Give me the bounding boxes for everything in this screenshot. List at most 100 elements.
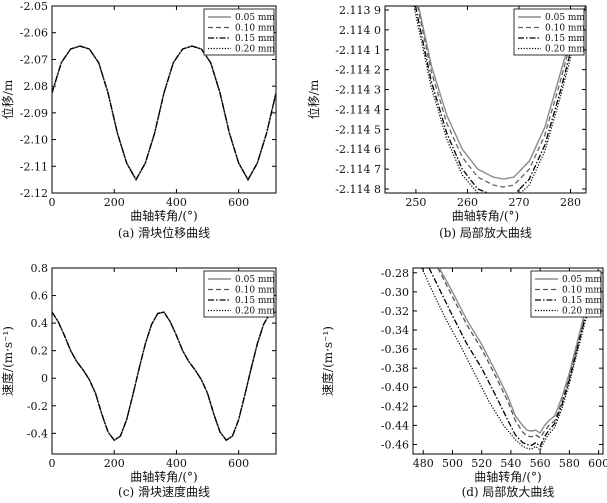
legend-label-3: 0.15 mm [235,34,275,44]
x-axis-label: 曲轴转角/(°) [474,469,541,484]
y-tick-label: -2.114 1 [335,44,381,57]
legend-label-1: 0.05 mm [562,275,602,285]
series-line-3 [414,6,586,193]
series-lines [413,6,586,193]
y-tick-label: -0.44 [381,419,409,432]
y-tick-label: -0.40 [381,381,409,394]
y-tick-label: 0.4 [31,317,49,330]
panel-caption: (b) 局部放大曲线 [439,225,532,240]
y-tick-label: -0.46 [381,438,409,451]
panel-caption: (a) 滑块位移曲线 [118,225,210,240]
panel-caption: (c) 滑块速度曲线 [118,484,210,499]
y-tick-label: 2.114 0 [339,24,381,37]
series-line-3 [52,45,276,181]
series-line-2 [52,45,276,181]
y-tick-label: 2.113 9 [339,4,381,17]
y-tick-label: -2.114 5 [335,123,381,136]
series-line-3 [52,311,276,442]
y-tick-label: -0.38 [381,362,409,375]
y-tick-label: -0.2 [27,400,48,413]
series-lines [421,268,600,452]
x-tick-label: 540 [500,457,521,470]
series-line-4 [52,311,276,442]
x-tick-label: 0 [49,196,56,209]
x-axis-label: 曲轴转角/(°) [130,469,197,484]
x-tick-label: 280 [560,196,581,209]
x-tick-label: 0 [49,457,56,470]
y-tick-label: -0.30 [381,286,409,299]
y-axis-label: 位移/m [0,79,15,119]
series-line-1 [52,311,276,442]
y-tick-label: -2.09 [20,107,48,120]
series-line-4 [413,6,586,193]
chart-panel-2: 250 260 270 280 2.113 9 2.114 0 -2.114 1 -2.114… [306,4,587,240]
legend-label-3: 0.15 mm [235,296,275,306]
y-tick-label: -2.07 [20,53,48,66]
x-axis-label: 曲轴转角/(°) [452,208,519,223]
legend: 0.05 mm0.10 mm0.15 mm0.20 mm [530,270,602,318]
legend-label-4: 0.20 mm [235,45,275,55]
x-tick-label: 580 [559,457,580,470]
y-tick-label: -2.11 [20,160,48,173]
x-tick-label: 600 [228,457,249,470]
plot-frame [51,267,277,455]
x-axis-label: 曲轴转角/(°) [130,208,197,223]
legend-label-2: 0.10 mm [562,286,602,296]
chart-panel-4: 480 500 520 540 560 580 600 -0.28 -0.30 -0.32 -0.3… [320,267,607,499]
legend-label-3: 0.15 mm [545,34,585,44]
y-axis-label: 速度/(m·s⁻¹) [320,326,335,396]
x-tick-label: 270 [509,196,530,209]
legend-label-4: 0.20 mm [545,45,585,55]
x-tick-label: 520 [471,457,492,470]
plot-frame [412,267,604,455]
series-line-2 [437,268,600,439]
series-line-4 [52,45,276,181]
y-tick-label: 2.08 [24,80,49,93]
y-tick-label: -2.06 [20,27,48,40]
plot-frame [384,5,587,194]
series-lines [52,45,276,182]
x-tick-label: 500 [442,457,463,470]
series-line-3 [428,268,600,448]
series-lines [52,311,276,442]
series-line-2 [416,6,586,188]
legend-label-1: 0.05 mm [235,275,275,285]
legend-label-2: 0.10 mm [545,24,585,34]
y-tick-label: -0.28 [381,267,409,280]
y-axis-label: 速度/(m·s⁻¹) [0,326,15,396]
y-tick-label: -2.05 [20,0,48,13]
legend-label-2: 0.10 mm [235,24,275,34]
x-tick-label: 480 [413,457,434,470]
y-tick-label: -2.12 [20,187,48,200]
y-tick-label: -0.32 [381,305,409,318]
y-tick-label: -0.34 [381,324,409,337]
legend-label-2: 0.10 mm [235,286,275,296]
x-tick-label: 200 [104,196,125,209]
y-tick-label: -2.114 4 [335,103,381,116]
legend-label-3: 0.15 mm [562,296,602,306]
y-tick-label: -0.42 [381,400,409,413]
y-tick-label: -2.114 3 [335,84,381,97]
x-tick-label: 250 [405,196,426,209]
legend: 0.05 mm0.10 mm0.15 mm0.20 mm [513,8,585,56]
series-line-2 [52,311,276,442]
x-tick-label: 600 [228,196,249,209]
y-tick-label: -2.114 7 [335,163,381,176]
legend-label-1: 0.05 mm [545,13,585,23]
y-tick-label: -0.36 [381,343,409,356]
series-line-1 [417,6,586,180]
y-tick-label: 0 [41,372,48,385]
chart-panel-1: 0 200 400 600 -2.05 -2.06 -2.07 2.08 -2.09 -2.10 -… [0,0,277,240]
y-tick-label: -2.114 8 [335,183,381,196]
legend-label-4: 0.20 mm [235,307,275,317]
legend-label-1: 0.05 mm [235,13,275,23]
y-tick-label: 0.2 [31,345,49,358]
y-axis-label: 位移/m [306,79,321,119]
series-line-1 [438,268,600,435]
x-tick-label: 200 [104,457,125,470]
legend: 0.05 mm0.10 mm0.15 mm0.20 mm [203,270,275,318]
y-tick-label: -0.4 [27,427,48,440]
legend-label-4: 0.20 mm [562,307,602,317]
